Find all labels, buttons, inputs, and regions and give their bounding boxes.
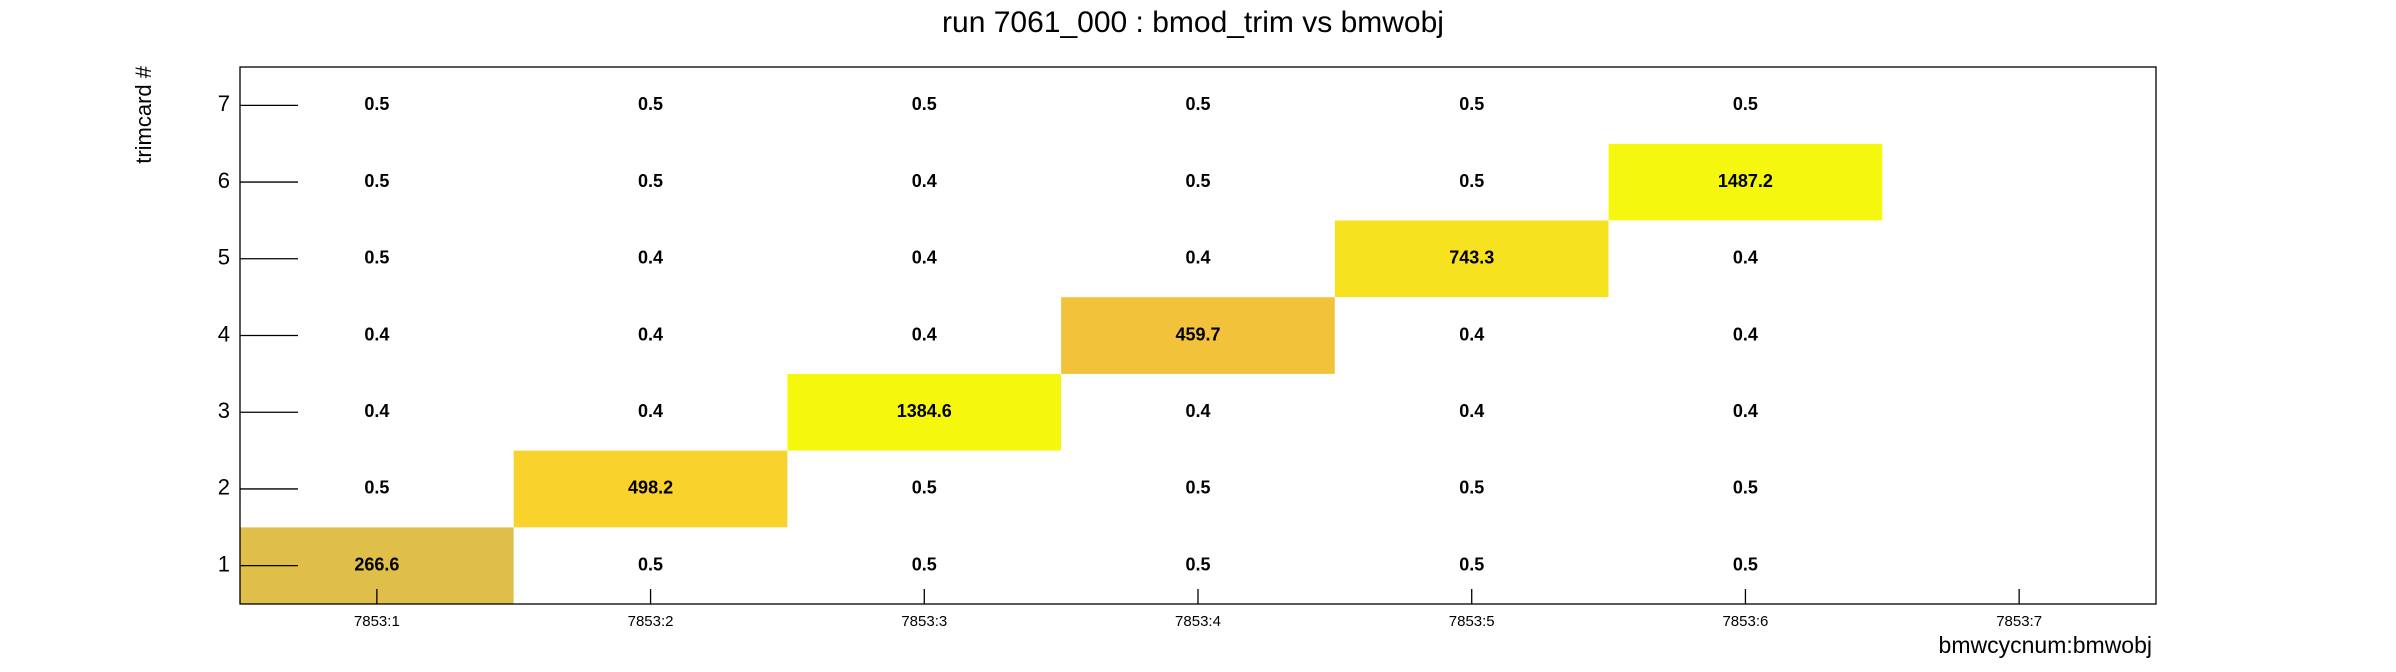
cell <box>1608 67 1883 144</box>
cell <box>1061 220 1335 298</box>
cell-label: 0.5 <box>912 94 937 114</box>
cell-label: 0.5 <box>1459 171 1484 191</box>
cell-label: 0.5 <box>1185 554 1210 574</box>
cell-label: 0.5 <box>1185 478 1210 498</box>
cell-label: 498.2 <box>628 478 673 498</box>
cell <box>1608 373 1883 451</box>
cell-label: 0.5 <box>364 248 389 268</box>
cell <box>1334 220 1609 298</box>
cell-label: 0.5 <box>638 554 663 574</box>
cell <box>513 67 788 144</box>
cell-label: 0.4 <box>1459 324 1484 344</box>
x-tick-label: 7853:6 <box>1722 613 1768 630</box>
cell-label: 0.5 <box>1185 171 1210 191</box>
cell-label: 0.5 <box>1459 94 1484 114</box>
cell-label: 459.7 <box>1175 324 1220 344</box>
cell <box>513 450 788 528</box>
cell <box>513 143 788 221</box>
y-tick-label: 5 <box>218 245 230 270</box>
cell-label: 0.5 <box>1459 554 1484 574</box>
y-tick-label: 4 <box>218 321 230 346</box>
cell <box>1608 297 1883 374</box>
cell <box>787 297 1062 374</box>
cell-label: 0.5 <box>364 94 389 114</box>
cell <box>513 297 788 374</box>
cell-label: 0.5 <box>1733 478 1758 498</box>
cell-label: 0.4 <box>638 324 663 344</box>
cell-label: 0.5 <box>364 478 389 498</box>
cell <box>787 67 1062 144</box>
cell <box>1608 143 1883 221</box>
cell-label: 0.4 <box>364 401 389 421</box>
cell <box>1334 297 1609 374</box>
cell <box>1608 450 1883 528</box>
cell-label: 1384.6 <box>897 401 952 421</box>
cell-label: 0.4 <box>638 401 663 421</box>
x-tick-label: 7853:1 <box>354 613 400 630</box>
cell-label: 0.4 <box>912 171 937 191</box>
cell-label: 743.3 <box>1449 248 1494 268</box>
cell-label: 0.4 <box>1459 401 1484 421</box>
cell <box>1334 67 1609 144</box>
cell-label: 0.5 <box>1733 94 1758 114</box>
y-tick-label: 3 <box>218 398 230 423</box>
x-tick-label: 7853:3 <box>901 613 947 630</box>
cell-label: 0.5 <box>1459 478 1484 498</box>
y-tick-label: 1 <box>218 551 230 576</box>
x-tick-label: 7853:4 <box>1175 613 1221 630</box>
cell-label: 0.4 <box>1185 401 1210 421</box>
x-tick-label: 7853:5 <box>1449 613 1495 630</box>
cell <box>1061 450 1335 528</box>
cell-label: 0.5 <box>638 171 663 191</box>
cell-label: 0.5 <box>1185 94 1210 114</box>
cell <box>513 373 788 451</box>
cell-label: 266.6 <box>354 554 399 574</box>
cell-label: 0.4 <box>1733 248 1758 268</box>
cell-label: 0.4 <box>1733 324 1758 344</box>
y-tick-label: 2 <box>218 475 230 500</box>
cell-label: 0.5 <box>912 554 937 574</box>
cell-label: 1487.2 <box>1718 171 1773 191</box>
cell-label: 0.5 <box>1733 554 1758 574</box>
cell <box>1334 450 1609 528</box>
cell <box>1061 143 1335 221</box>
y-axis-label: trimcard # <box>131 65 156 164</box>
cell-label: 0.4 <box>912 324 937 344</box>
cell <box>1334 373 1609 451</box>
cell <box>1061 297 1335 374</box>
y-tick-label: 7 <box>218 91 230 116</box>
cell <box>513 220 788 298</box>
cell-label: 0.5 <box>912 478 937 498</box>
cell <box>787 143 1062 221</box>
cell-label: 0.5 <box>638 94 663 114</box>
cell <box>787 450 1062 528</box>
cell <box>1061 67 1335 144</box>
cell-label: 0.4 <box>1185 248 1210 268</box>
x-tick-label: 7853:2 <box>628 613 674 630</box>
cell <box>1334 143 1609 221</box>
cell <box>787 373 1062 451</box>
cell-label: 0.4 <box>912 248 937 268</box>
cell <box>1061 373 1335 451</box>
chart-title: run 7061_000 : bmod_trim vs bmwobj <box>942 6 1444 39</box>
cell-label: 0.4 <box>638 248 663 268</box>
y-tick-label: 6 <box>218 168 230 193</box>
cell-label: 0.4 <box>1733 401 1758 421</box>
cell <box>787 220 1062 298</box>
cell-label: 0.4 <box>364 324 389 344</box>
x-tick-label: 7853:7 <box>1996 613 2042 630</box>
cell-label: 0.5 <box>364 171 389 191</box>
x-axis-label: bmwcycnum:bmwobj <box>1939 632 2152 658</box>
cell <box>1608 220 1883 298</box>
